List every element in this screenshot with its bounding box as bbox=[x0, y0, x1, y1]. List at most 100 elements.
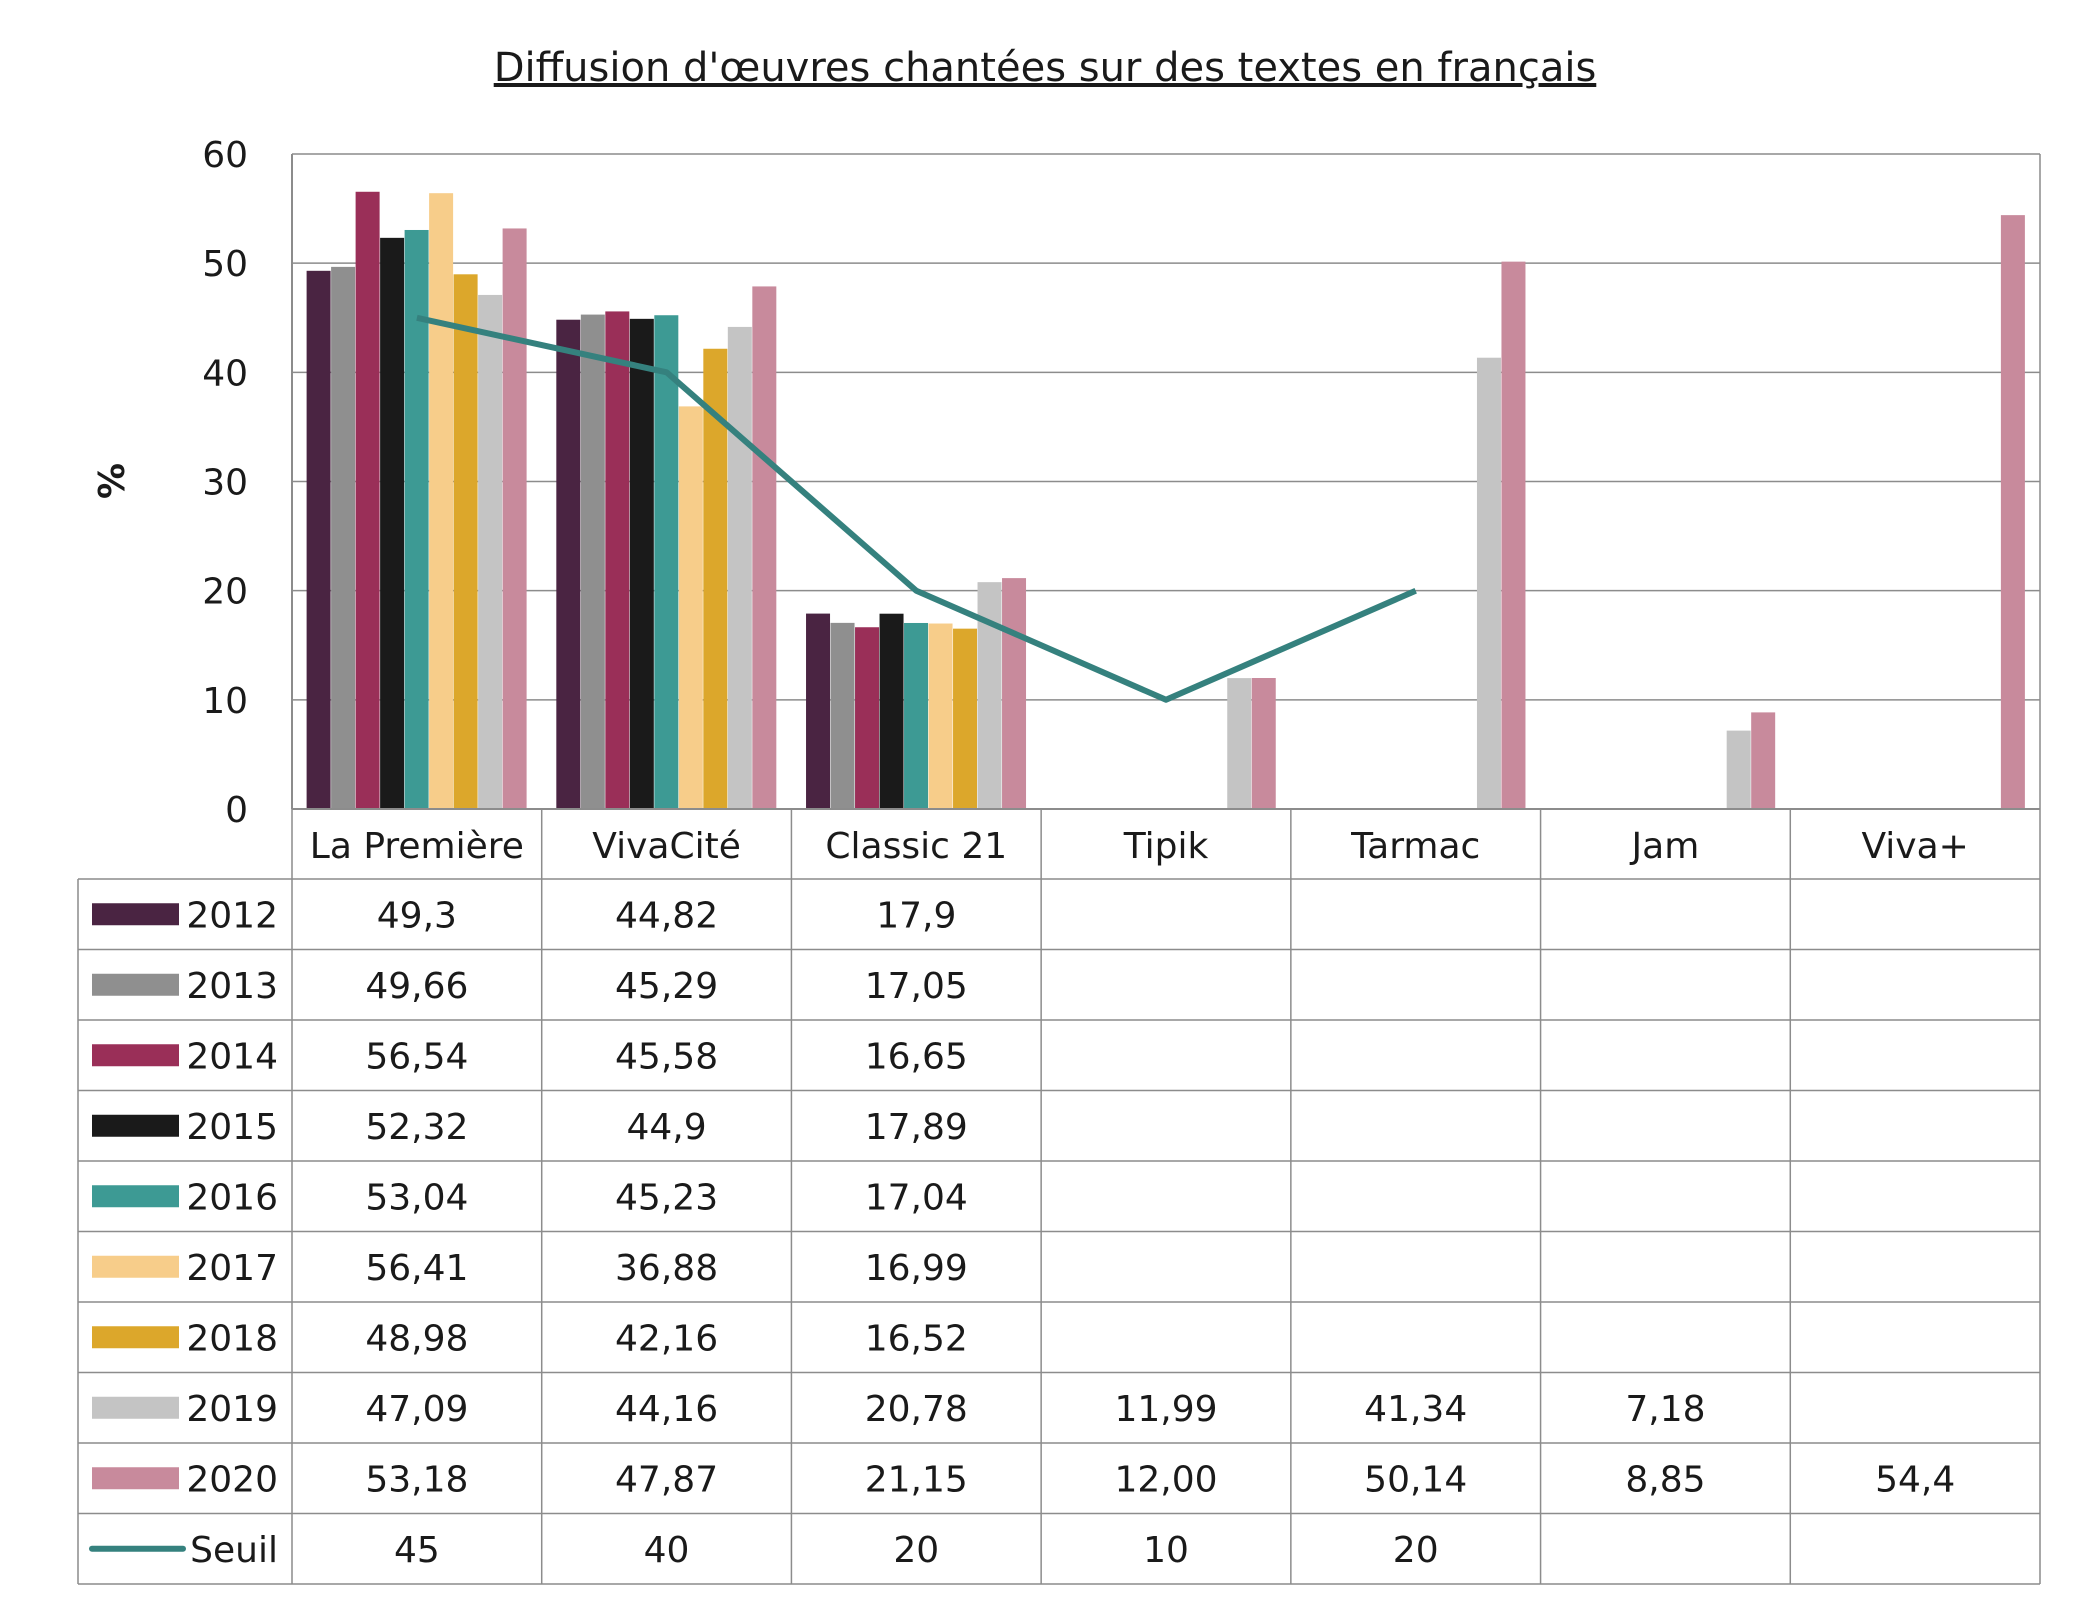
legend-label: 2012 bbox=[186, 895, 278, 936]
category-label: Tipik bbox=[1123, 826, 1209, 867]
data-label: 49,66 bbox=[365, 966, 468, 1007]
category-label: La Première bbox=[310, 826, 524, 867]
bar-2020-4 bbox=[1501, 261, 1526, 810]
seuil-line bbox=[416, 314, 1417, 703]
bar-2016-2 bbox=[904, 622, 929, 809]
data-label: 45 bbox=[394, 1530, 440, 1571]
bar-2019-1 bbox=[727, 326, 752, 809]
bar-2017-2 bbox=[928, 623, 953, 809]
bar-2019-0 bbox=[478, 294, 503, 809]
bar-2012-2 bbox=[806, 613, 831, 809]
bar-2012-0 bbox=[306, 270, 331, 809]
data-label: 17,89 bbox=[865, 1107, 968, 1148]
bar-2019-4 bbox=[1476, 357, 1501, 809]
legend-swatch-2014 bbox=[92, 1044, 179, 1067]
legend-label: 2020 bbox=[186, 1459, 278, 1500]
data-label: 16,52 bbox=[865, 1318, 968, 1359]
data-label: 21,15 bbox=[865, 1459, 968, 1500]
data-label: 10 bbox=[1143, 1530, 1189, 1571]
legend-label: 2017 bbox=[186, 1248, 278, 1289]
legend-label: 2018 bbox=[186, 1318, 278, 1359]
legend-swatch-2019 bbox=[92, 1396, 179, 1419]
legend-label: 2014 bbox=[186, 1036, 278, 1077]
bar-2014-1 bbox=[605, 311, 630, 809]
data-label: 54,4 bbox=[1875, 1459, 1955, 1500]
category-label: Classic 21 bbox=[825, 826, 1007, 867]
category-label: Tarmac bbox=[1350, 826, 1480, 867]
data-label: 16,99 bbox=[865, 1248, 968, 1289]
y-tick-labels: 0 10 20 30 40 50 60 bbox=[202, 135, 248, 831]
legend-swatch-2015 bbox=[92, 1114, 179, 1137]
legend-swatch-2016 bbox=[92, 1185, 179, 1208]
data-table: La Première VivaCité Classic 21 Tipik Tarmac… bbox=[77, 808, 2041, 1585]
y-tick-label: 50 bbox=[202, 244, 248, 285]
threshold-line bbox=[416, 314, 1417, 703]
data-label: 8,85 bbox=[1625, 1459, 1705, 1500]
bar-2018-0 bbox=[453, 274, 478, 810]
data-label: 7,18 bbox=[1625, 1389, 1705, 1430]
data-label: 45,58 bbox=[615, 1036, 718, 1077]
data-label: 16,65 bbox=[865, 1036, 968, 1077]
data-label: 17,05 bbox=[865, 966, 968, 1007]
bar-2017-0 bbox=[429, 193, 454, 810]
bar-2015-1 bbox=[629, 318, 654, 809]
data-label: 53,18 bbox=[365, 1459, 468, 1500]
data-label: 56,41 bbox=[365, 1248, 468, 1289]
y-tick-label: 60 bbox=[202, 135, 248, 176]
data-label: 20 bbox=[893, 1530, 939, 1571]
category-label: Jam bbox=[1630, 826, 1700, 867]
category-label: VivaCité bbox=[592, 826, 741, 867]
bar-2015-2 bbox=[879, 613, 904, 809]
bar-2019-3 bbox=[1227, 678, 1252, 809]
bar-2016-1 bbox=[654, 315, 679, 809]
bar-2015-0 bbox=[380, 237, 405, 810]
legend-swatch-2013 bbox=[92, 973, 179, 996]
data-label: 17,04 bbox=[865, 1177, 968, 1218]
data-label: 45,29 bbox=[615, 966, 718, 1007]
data-label: 56,54 bbox=[365, 1036, 468, 1077]
data-label: 49,3 bbox=[377, 895, 457, 936]
data-label: 48,98 bbox=[365, 1318, 468, 1359]
y-axis-label: % bbox=[89, 463, 130, 499]
legend-swatch-2020 bbox=[92, 1467, 179, 1490]
bar-2020-6 bbox=[2000, 215, 2025, 810]
bar-2014-2 bbox=[855, 627, 880, 809]
bar-2020-1 bbox=[752, 286, 777, 809]
bar-2020-5 bbox=[1751, 712, 1776, 809]
bar-2018-2 bbox=[953, 628, 978, 809]
legend-label: 2013 bbox=[186, 966, 278, 1007]
data-label: 42,16 bbox=[615, 1318, 718, 1359]
y-tick-label: 10 bbox=[202, 681, 248, 722]
bar-2014-0 bbox=[355, 191, 380, 809]
category-label: Viva+ bbox=[1861, 826, 1968, 867]
data-label: 50,14 bbox=[1364, 1459, 1467, 1500]
data-label: 52,32 bbox=[365, 1107, 468, 1148]
legend-swatch-2017 bbox=[92, 1255, 179, 1278]
bar-2012-1 bbox=[556, 319, 581, 809]
y-tick-label: 40 bbox=[202, 353, 248, 394]
bar-2020-0 bbox=[502, 228, 527, 809]
data-label: 44,9 bbox=[626, 1107, 706, 1148]
data-label: 17,9 bbox=[876, 895, 956, 936]
bar-2020-2 bbox=[1002, 578, 1027, 809]
legend-label: 2019 bbox=[186, 1389, 278, 1430]
bar-2020-3 bbox=[1251, 678, 1276, 809]
gridlines bbox=[291, 153, 2041, 809]
data-label: 45,23 bbox=[615, 1177, 718, 1218]
y-tick-label: 30 bbox=[202, 463, 248, 504]
data-label: 20 bbox=[1393, 1530, 1439, 1571]
legend-label: 2015 bbox=[186, 1107, 278, 1148]
data-label: 47,87 bbox=[615, 1459, 718, 1500]
bar-2013-2 bbox=[830, 622, 855, 809]
bar-2013-1 bbox=[580, 314, 605, 809]
legend-swatch-2018 bbox=[92, 1326, 179, 1349]
y-tick-label: 0 bbox=[225, 790, 248, 831]
data-label: 44,16 bbox=[615, 1389, 718, 1430]
bars bbox=[306, 191, 2025, 810]
legend-swatch-2012 bbox=[92, 903, 179, 926]
legend-label: 2016 bbox=[186, 1177, 278, 1218]
data-label: 12,00 bbox=[1114, 1459, 1217, 1500]
bar-2013-0 bbox=[331, 266, 356, 810]
bar-2016-0 bbox=[404, 229, 429, 810]
